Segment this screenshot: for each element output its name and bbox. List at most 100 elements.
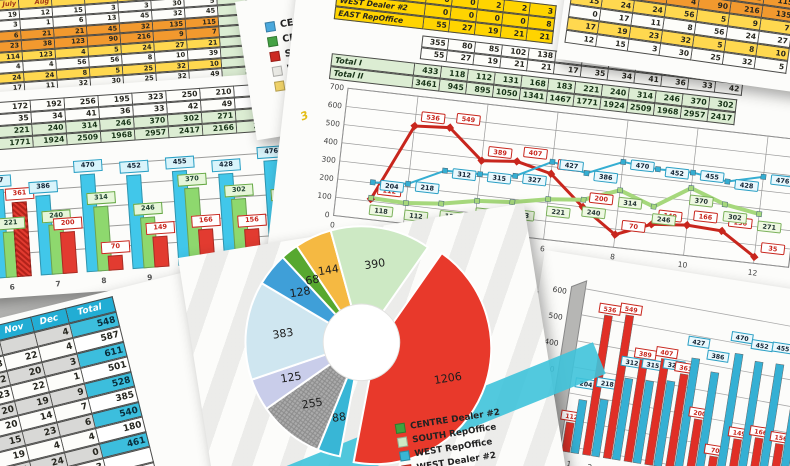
svg-text:35: 35 bbox=[768, 244, 778, 253]
point-label: 221 bbox=[545, 205, 571, 219]
bar-value-label: 386 bbox=[28, 179, 59, 194]
table-cell: 2417 bbox=[168, 123, 204, 139]
bar-value-label: 427 bbox=[0, 174, 12, 189]
pie-slice-label: 88 bbox=[331, 410, 347, 425]
svg-text:536: 536 bbox=[426, 113, 441, 123]
svg-text:700: 700 bbox=[329, 82, 344, 93]
pie-slice-label: 1206 bbox=[433, 370, 463, 387]
svg-text:470: 470 bbox=[635, 161, 650, 171]
svg-text:549: 549 bbox=[624, 306, 638, 315]
svg-text:500: 500 bbox=[548, 311, 564, 322]
pie-slice-label: 390 bbox=[363, 256, 386, 272]
svg-text:314: 314 bbox=[623, 199, 638, 209]
svg-text:200: 200 bbox=[319, 173, 334, 184]
svg-text:455: 455 bbox=[705, 172, 720, 182]
svg-text:112: 112 bbox=[565, 413, 579, 422]
red-bar bbox=[602, 314, 635, 460]
svg-text:112: 112 bbox=[409, 212, 423, 221]
svg-text:166: 166 bbox=[754, 428, 768, 437]
svg-text:70: 70 bbox=[629, 222, 639, 231]
table-cell: 945 bbox=[439, 78, 468, 95]
table-cell: 21 bbox=[527, 59, 556, 75]
table-cell: 19 bbox=[473, 53, 502, 69]
table-cell: 2166 bbox=[202, 121, 238, 136]
point-label: 386 bbox=[593, 170, 619, 184]
red-bar bbox=[107, 255, 124, 271]
point-label: 118 bbox=[368, 204, 394, 218]
svg-text:370: 370 bbox=[694, 197, 709, 207]
cyan-bar bbox=[653, 380, 676, 466]
pie-slice-label: 383 bbox=[272, 326, 295, 342]
bar-value-label: 470 bbox=[72, 159, 103, 174]
svg-text:302: 302 bbox=[728, 213, 742, 222]
point-label: 240 bbox=[581, 206, 606, 220]
table-cell: 1771 bbox=[573, 93, 602, 110]
svg-text:218: 218 bbox=[420, 183, 435, 193]
svg-text:312: 312 bbox=[457, 170, 471, 179]
x-axis-label: 8 bbox=[101, 275, 107, 286]
x-axis-label: 1 bbox=[566, 459, 572, 466]
svg-text:389: 389 bbox=[638, 351, 652, 360]
bar-value-label: 452 bbox=[750, 338, 774, 353]
svg-text:118: 118 bbox=[374, 206, 389, 216]
bar-value-label: 218 bbox=[595, 376, 620, 391]
bar-group: 452 246 149 bbox=[119, 159, 176, 270]
point-label: 428 bbox=[734, 179, 759, 192]
pie-slice-label: 255 bbox=[301, 395, 324, 411]
donut-hole bbox=[322, 303, 401, 382]
svg-text:500: 500 bbox=[325, 118, 340, 129]
svg-text:8: 8 bbox=[610, 252, 616, 262]
svg-text:70: 70 bbox=[710, 447, 720, 455]
bar-value-label: 536 bbox=[598, 302, 622, 316]
cyan-bar bbox=[757, 363, 785, 466]
bar-group: 470 314 70 bbox=[72, 159, 131, 273]
point-label: 70 bbox=[621, 219, 646, 233]
cyan-bar bbox=[715, 352, 744, 466]
bar-value-label: 221 bbox=[0, 216, 26, 231]
table-cell: 1341 bbox=[519, 87, 549, 104]
table-cell: 17 bbox=[553, 62, 583, 78]
table-cell: 2509 bbox=[66, 130, 102, 146]
point-label: 470 bbox=[630, 159, 655, 173]
svg-text:452: 452 bbox=[755, 342, 769, 351]
svg-text:218: 218 bbox=[600, 380, 614, 389]
table-cell: 1924 bbox=[33, 133, 68, 148]
point-label: 476 bbox=[770, 174, 790, 188]
red-bar bbox=[59, 231, 78, 274]
legend-swatch-icon bbox=[273, 79, 286, 92]
legend-swatch-icon bbox=[269, 50, 281, 62]
table-cell: 21 bbox=[500, 25, 528, 42]
table-cell: 34 bbox=[607, 68, 636, 84]
table-cell: 895 bbox=[466, 81, 495, 98]
red-line bbox=[369, 124, 756, 259]
point-label: 452 bbox=[664, 166, 690, 180]
svg-text:149: 149 bbox=[732, 429, 746, 438]
bar-group: 386 240 200 bbox=[28, 169, 83, 276]
legend-swatch-icon bbox=[399, 450, 411, 462]
svg-text:200: 200 bbox=[594, 194, 609, 204]
legend-swatch-icon bbox=[396, 436, 409, 448]
point-label: 407 bbox=[523, 146, 548, 160]
point-label: 427 bbox=[559, 159, 584, 173]
point-label: 204 bbox=[379, 179, 405, 193]
svg-text:600: 600 bbox=[552, 285, 568, 296]
table-cell: 55 bbox=[419, 47, 448, 63]
bar-value-label: 452 bbox=[119, 159, 149, 174]
svg-text:549: 549 bbox=[461, 115, 476, 125]
svg-text:427: 427 bbox=[692, 339, 706, 348]
table-cell: 1050 bbox=[492, 84, 522, 101]
red-bar bbox=[152, 235, 170, 268]
cyan-bar bbox=[611, 377, 634, 461]
svg-text:315: 315 bbox=[646, 361, 660, 370]
table-cell: 2509 bbox=[627, 100, 656, 117]
green-line bbox=[370, 185, 760, 216]
pie-slice-label: 128 bbox=[289, 284, 312, 300]
svg-text:600: 600 bbox=[327, 100, 342, 111]
svg-text:204: 204 bbox=[385, 182, 400, 192]
pie-slice-label: 125 bbox=[280, 369, 303, 385]
table-cell: 3461 bbox=[412, 75, 441, 92]
svg-text:455: 455 bbox=[776, 345, 790, 354]
cyan-bar bbox=[777, 373, 790, 466]
svg-text:246: 246 bbox=[657, 215, 672, 225]
